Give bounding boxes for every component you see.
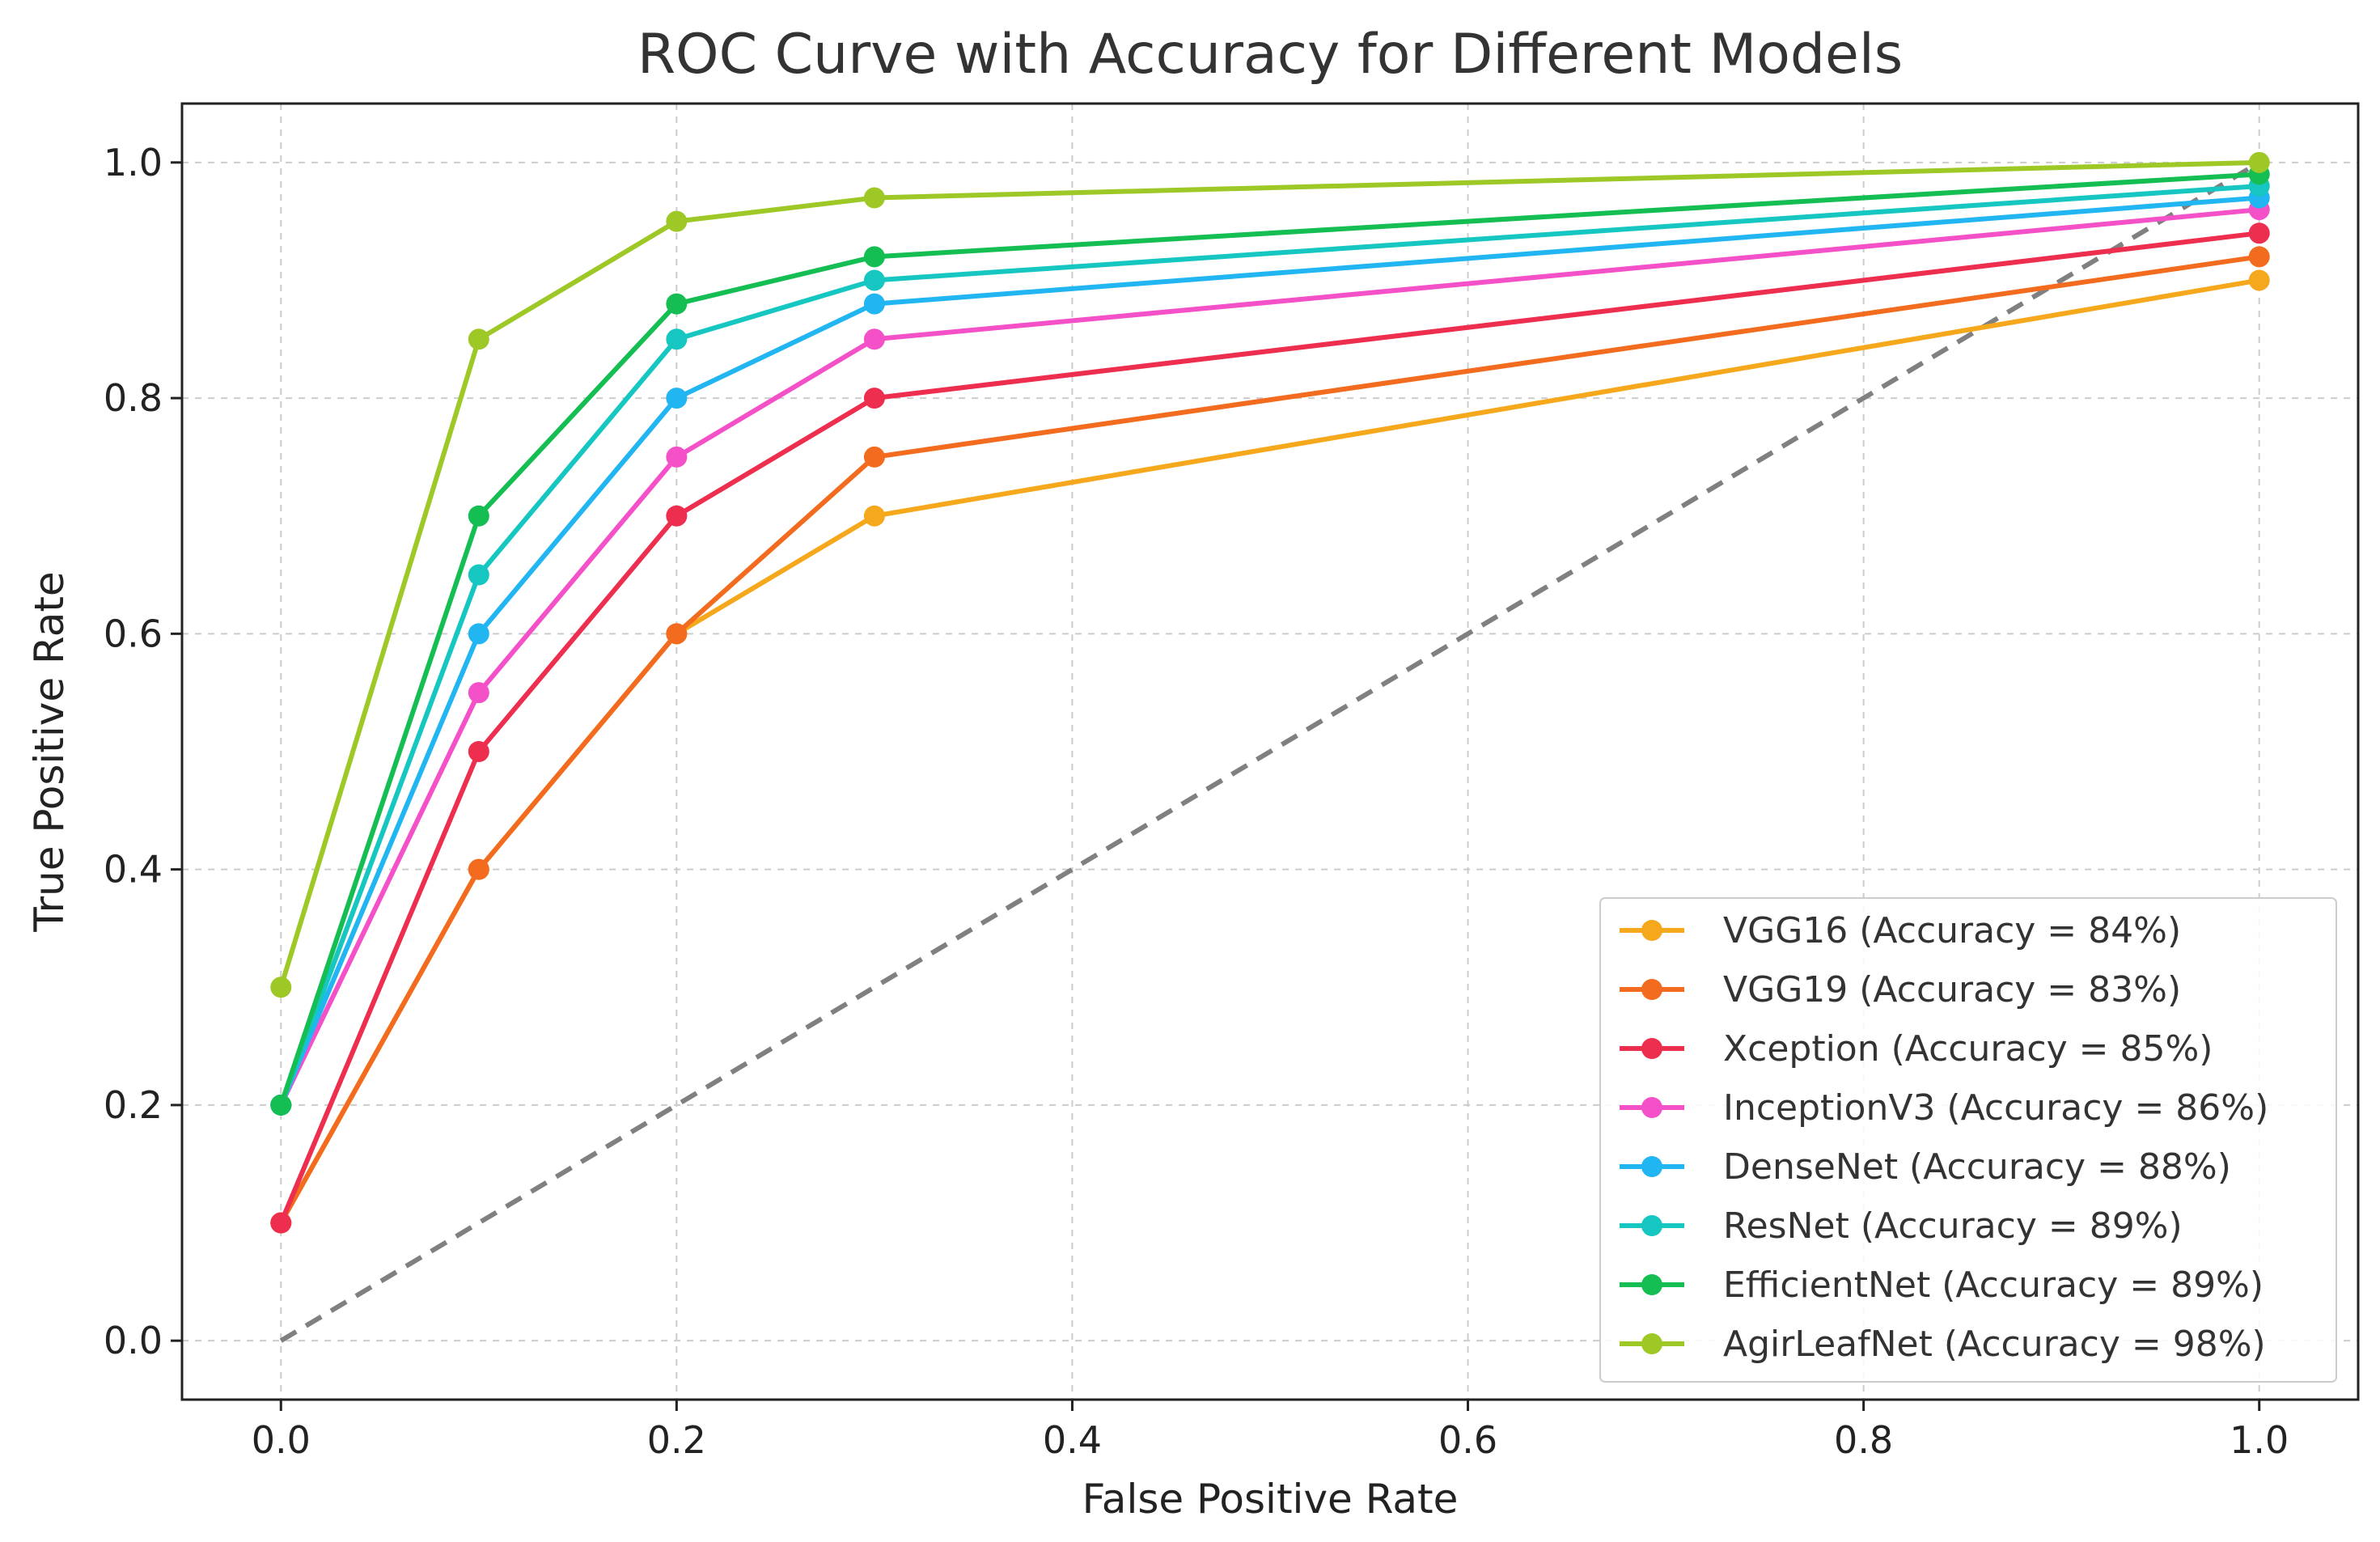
data-point	[666, 505, 688, 527]
data-point	[863, 293, 885, 315]
legend-swatch-marker	[1641, 920, 1662, 941]
legend-label: Xception (Accuracy = 85%)	[1723, 1028, 2213, 1070]
data-point	[2248, 269, 2270, 291]
chart-title: ROC Curve with Accuracy for Different Mo…	[637, 23, 1903, 87]
random-classifier-diagonal	[279, 160, 2261, 1343]
x-tick-label: 0.8	[1834, 1418, 1893, 1462]
legend-entry: VGG19 (Accuracy = 83%)	[1620, 969, 2181, 1010]
data-point	[2248, 246, 2270, 268]
data-point	[270, 976, 292, 998]
legend-entry: VGG16 (Accuracy = 84%)	[1620, 910, 2181, 951]
data-point	[863, 446, 885, 468]
y-tick-label: 0.2	[104, 1083, 163, 1127]
series-6	[270, 163, 2270, 1116]
legend-swatch-marker	[1641, 1215, 1662, 1236]
data-point	[863, 269, 885, 291]
data-point	[666, 210, 688, 232]
data-point	[863, 246, 885, 268]
data-point	[468, 564, 489, 586]
legend-box	[1599, 897, 2337, 1383]
data-point	[666, 328, 688, 350]
plot-frame	[180, 102, 2360, 1401]
series-2	[270, 222, 2270, 1234]
x-ticks: 0.0 0.2 0.4 0.6 0.8 1.0	[252, 1400, 2289, 1462]
legend-swatch-marker	[1641, 979, 1662, 1000]
legend-swatch-marker	[1641, 1274, 1662, 1295]
data-point	[2248, 151, 2270, 173]
legend-entry: ResNet (Accuracy = 89%)	[1620, 1205, 2183, 1247]
data-point	[270, 1094, 292, 1116]
data-point	[863, 328, 885, 350]
data-point	[468, 741, 489, 762]
data-point	[2248, 222, 2270, 244]
legend-label: InceptionV3 (Accuracy = 86%)	[1723, 1087, 2268, 1129]
data-point	[270, 1212, 292, 1234]
series-layer	[270, 151, 2270, 1234]
y-tick-label: 0.8	[104, 376, 163, 420]
legend-swatch-marker	[1641, 1333, 1662, 1354]
data-point	[468, 328, 489, 350]
legend-entry: InceptionV3 (Accuracy = 86%)	[1620, 1087, 2268, 1129]
legend-swatch-marker	[1641, 1097, 1662, 1118]
legend-label: ResNet (Accuracy = 89%)	[1723, 1205, 2183, 1247]
legend-entry: EfficientNet (Accuracy = 89%)	[1620, 1265, 2264, 1306]
x-tick-label: 0.0	[252, 1418, 311, 1462]
y-tick-label: 0.4	[104, 848, 163, 892]
x-tick-label: 1.0	[2230, 1418, 2289, 1462]
legend-items: VGG16 (Accuracy = 84%) VGG19 (Accuracy = …	[1620, 910, 2268, 1365]
series-7	[270, 151, 2270, 998]
legend-label: EfficientNet (Accuracy = 89%)	[1723, 1265, 2264, 1306]
legend-label: DenseNet (Accuracy = 88%)	[1723, 1146, 2231, 1188]
y-tick-label: 0.0	[104, 1319, 163, 1362]
x-tick-label: 0.6	[1438, 1418, 1497, 1462]
diagonal-layer	[279, 160, 2261, 1343]
x-axis-label: False Positive Rate	[1082, 1476, 1459, 1523]
data-point	[468, 623, 489, 645]
y-ticks: 0.0 0.2 0.4 0.6 0.8 1.0	[104, 141, 182, 1362]
data-point	[666, 293, 688, 315]
legend-label: AgirLeafNet (Accuracy = 98%)	[1723, 1324, 2266, 1365]
legend-swatch-marker	[1641, 1156, 1662, 1177]
y-tick-label: 1.0	[104, 141, 163, 184]
legend-label: VGG16 (Accuracy = 84%)	[1723, 910, 2181, 951]
data-point	[666, 388, 688, 409]
x-tick-label: 0.2	[647, 1418, 706, 1462]
legend-label: VGG19 (Accuracy = 83%)	[1723, 969, 2181, 1010]
y-tick-label: 0.6	[104, 612, 163, 655]
data-point	[863, 187, 885, 209]
data-point	[468, 682, 489, 704]
legend-entry: DenseNet (Accuracy = 88%)	[1620, 1146, 2231, 1188]
data-point	[468, 858, 489, 880]
data-point	[666, 446, 688, 468]
legend: VGG16 (Accuracy = 84%) VGG19 (Accuracy = …	[1599, 897, 2337, 1383]
data-point	[468, 505, 489, 527]
legend-swatch-marker	[1641, 1038, 1662, 1059]
data-point	[666, 623, 688, 645]
legend-entry: Xception (Accuracy = 85%)	[1620, 1028, 2213, 1070]
legend-entry: AgirLeafNet (Accuracy = 98%)	[1620, 1324, 2266, 1365]
y-axis-label: True Positive Rate	[26, 571, 73, 932]
data-point	[863, 388, 885, 409]
x-tick-label: 0.4	[1043, 1418, 1102, 1462]
data-point	[863, 505, 885, 527]
